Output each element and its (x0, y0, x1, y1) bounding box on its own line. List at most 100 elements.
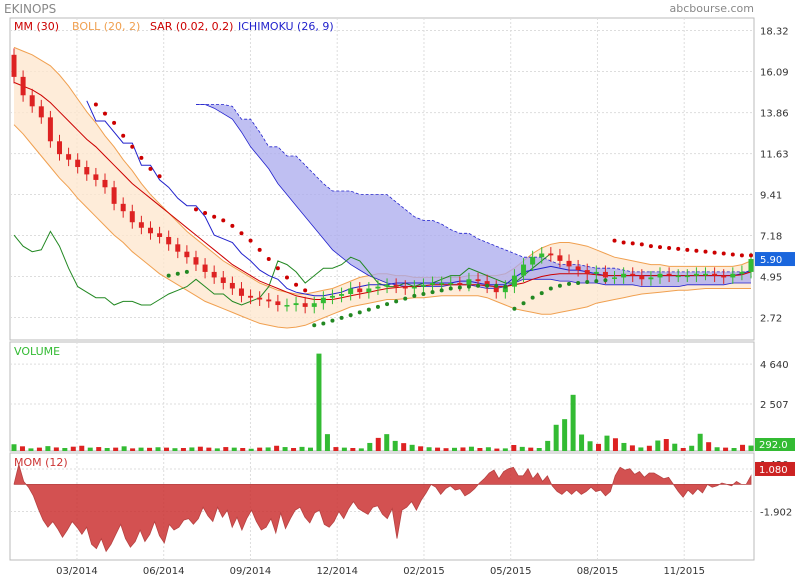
candle-body (275, 301, 281, 306)
volume-bar (223, 447, 229, 451)
sar-dot (485, 283, 490, 288)
volume-bar (138, 447, 144, 451)
volume-bar (452, 447, 458, 451)
candle-body (29, 95, 35, 107)
volume-bar (341, 447, 347, 451)
sar-dot (348, 313, 353, 318)
volume-title: VOLUME (14, 345, 60, 358)
candle-body (539, 253, 545, 258)
candle-body (584, 270, 590, 274)
sar-dot (712, 250, 717, 255)
volume-bar (291, 448, 297, 451)
volume-bar (714, 447, 720, 451)
sar-dot (93, 102, 98, 107)
sar-dot (248, 238, 253, 243)
candle-body (511, 275, 517, 287)
volume-bar (28, 448, 34, 451)
sar-dot (121, 133, 126, 138)
volume-bar (121, 446, 127, 451)
sar-dot (148, 166, 153, 171)
sar-dot (157, 174, 162, 179)
sar-dot (457, 285, 462, 290)
candle-body (11, 54, 17, 77)
volume-bar (596, 443, 602, 451)
volume-bar (401, 443, 407, 451)
sar-dot (321, 321, 326, 326)
sar-dot (193, 207, 198, 212)
sar-dot (275, 266, 280, 271)
sar-dot (330, 318, 335, 323)
candle-body (129, 211, 135, 223)
volume-bar (79, 445, 85, 451)
x-tick-label: 12/2014 (316, 566, 358, 577)
sar-dot (503, 284, 508, 289)
candle-body (621, 273, 627, 278)
volume-bar (468, 446, 474, 451)
candle-body (284, 305, 290, 307)
volume-bar (663, 439, 669, 451)
y-tick-label: 18.32 (760, 27, 789, 38)
sar-dot (403, 296, 408, 301)
volume-bar (519, 446, 525, 451)
sar-dot (421, 292, 426, 296)
sar-dot (266, 257, 271, 262)
candle-body (138, 222, 144, 228)
candle-body (339, 294, 345, 296)
candle-body (84, 167, 90, 175)
sar-dot (448, 286, 453, 291)
x-tick-label: 05/2015 (490, 566, 532, 577)
sar-dot (585, 280, 590, 285)
volume-bar (87, 447, 93, 451)
sar-dot (621, 240, 626, 245)
candle-body (384, 284, 390, 287)
sar-dot (703, 249, 708, 254)
sar-dot (339, 315, 344, 320)
candle-body (693, 273, 699, 276)
volume-bar (96, 447, 102, 451)
last-volume-label: 292.0 (759, 440, 788, 451)
candle-body (329, 295, 335, 298)
volume-bar (350, 448, 356, 451)
volume-bar (180, 448, 186, 451)
candle-body (211, 271, 217, 278)
volume-bar (655, 440, 661, 451)
candle-body (457, 282, 463, 285)
axes: 03/2014 06/2014 09/2014 12/2014 02/2015 05/20… (56, 27, 795, 577)
x-tick-label: 09/2014 (230, 566, 272, 577)
volume-bar (443, 448, 449, 451)
volume-bar (562, 419, 568, 451)
sar-dot (603, 278, 608, 283)
volume-bar (494, 448, 500, 451)
volume-bar (460, 447, 466, 451)
volume-bar (672, 443, 678, 451)
last-volume-badge (755, 438, 795, 451)
sar-dot (476, 283, 481, 288)
sar-dot (166, 273, 171, 278)
volume-bar (70, 446, 76, 451)
sar-dot (466, 284, 471, 289)
candle-body (721, 275, 727, 278)
volume-bar (62, 448, 68, 451)
sar-dot (230, 223, 235, 228)
sar-dot (357, 310, 362, 315)
momentum-area (13, 462, 752, 553)
candle-body (20, 76, 26, 96)
candle-body (75, 159, 81, 168)
y-tick-label: 2.72 (760, 314, 782, 325)
y-tick-label: 4.95 (760, 273, 782, 284)
volume-bar (155, 447, 161, 451)
x-tick-label: 08/2015 (577, 566, 619, 577)
legend-entry: MM (30) (14, 20, 59, 33)
volume-bar (477, 448, 483, 451)
momentum-title: MOM (12) (14, 456, 68, 469)
candle-body (147, 227, 153, 234)
candle-body (548, 253, 554, 256)
volume-bar (689, 445, 695, 451)
moving-average-line (13, 81, 752, 300)
x-tick-label: 06/2014 (143, 566, 185, 577)
sar-dot (576, 280, 581, 285)
candle-body (493, 286, 499, 293)
sar-dot (294, 282, 299, 287)
sar-dot (667, 246, 672, 250)
y-tick-label: -1.902 (760, 508, 792, 519)
